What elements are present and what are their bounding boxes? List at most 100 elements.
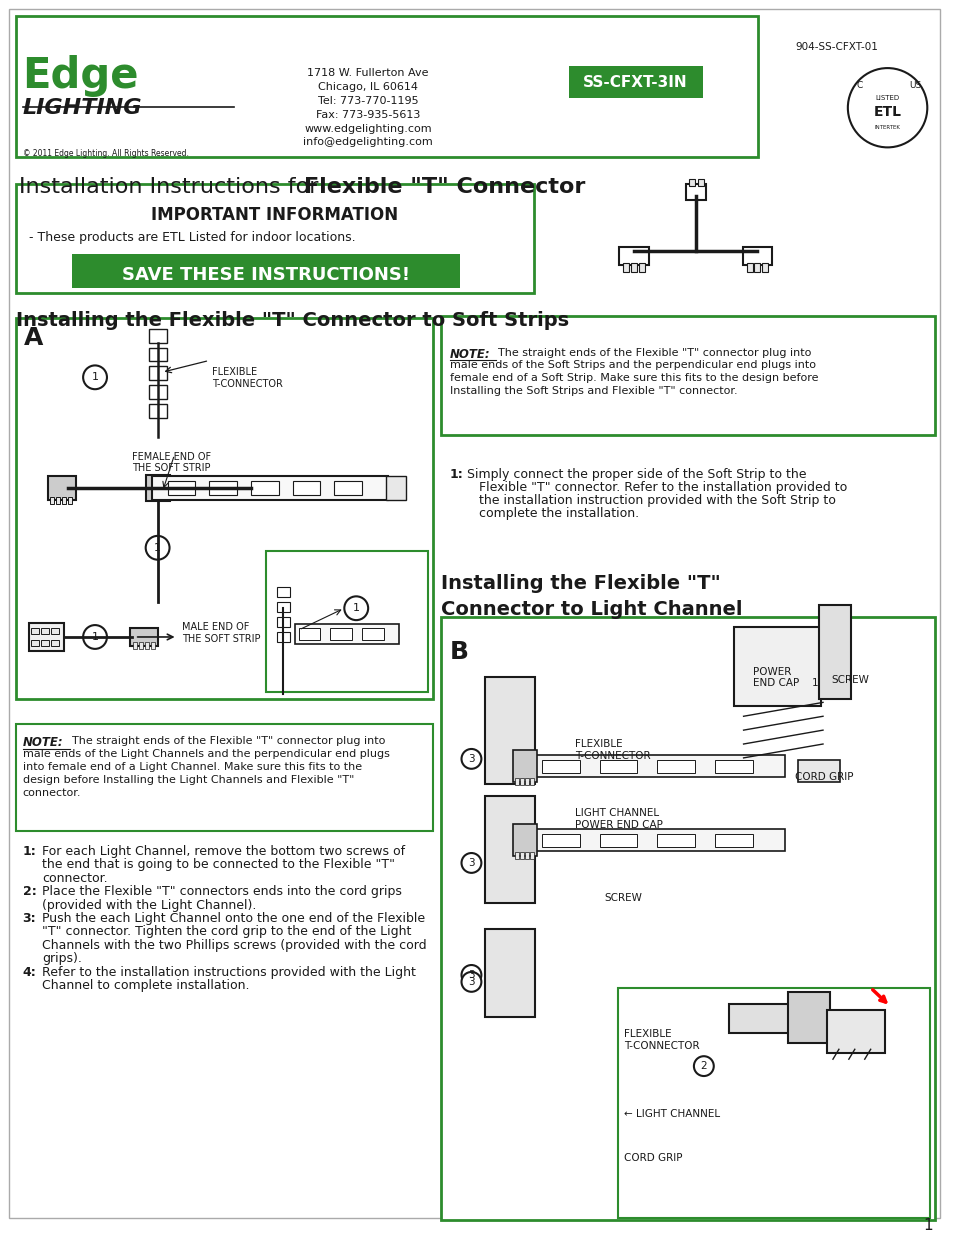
Text: www.edgelighting.com: www.edgelighting.com	[304, 124, 432, 133]
Bar	[598, 760, 637, 773]
Circle shape	[461, 748, 481, 769]
Circle shape	[461, 972, 481, 992]
Text: SCREW: SCREW	[604, 893, 641, 903]
Bar	[56, 498, 60, 504]
Text: 3: 3	[468, 977, 475, 987]
Text: LIGHTING: LIGHTING	[23, 98, 142, 117]
Text: Flexible "T" connector. Refer to the installation provided to: Flexible "T" connector. Refer to the ins…	[467, 482, 847, 494]
Bar	[741, 247, 772, 266]
Text: Refer to the installation instructions provided with the Light: Refer to the installation instructions p…	[42, 966, 416, 978]
Text: 1:: 1:	[449, 468, 463, 482]
Text: design before Installing the Light Channels and Flexible "T": design before Installing the Light Chann…	[23, 774, 354, 784]
Bar	[151, 642, 154, 648]
Circle shape	[83, 625, 107, 648]
Bar	[485, 677, 535, 784]
Bar	[515, 778, 518, 784]
Bar	[149, 385, 167, 399]
Text: 3: 3	[468, 858, 475, 868]
Bar	[826, 1010, 883, 1053]
Bar	[685, 184, 705, 200]
Bar	[31, 640, 39, 646]
Bar	[15, 184, 534, 293]
Bar	[746, 263, 752, 272]
Bar	[41, 629, 50, 634]
Bar	[362, 629, 384, 640]
Bar	[798, 760, 839, 782]
Bar	[541, 834, 579, 847]
Circle shape	[693, 1056, 713, 1076]
Text: IMPORTANT INFORMATION: IMPORTANT INFORMATION	[152, 206, 398, 224]
Text: - These products are ETL Listed for indoor locations.: - These products are ETL Listed for indo…	[29, 231, 355, 243]
Bar	[485, 930, 535, 1016]
Text: Tel: 773-770-1195: Tel: 773-770-1195	[317, 96, 418, 106]
Circle shape	[146, 536, 170, 559]
Bar	[386, 477, 405, 500]
Text: Installing the Flexible "T" Connector to Soft Strips: Installing the Flexible "T" Connector to…	[15, 311, 568, 330]
Text: The straight ends of the Flexible "T" connector plug into: The straight ends of the Flexible "T" co…	[497, 347, 811, 358]
Text: female end of a Soft Strip. Make sure this fits to the design before: female end of a Soft Strip. Make sure th…	[449, 373, 818, 383]
Text: The straight ends of the Flexible "T" connector plug into: The straight ends of the Flexible "T" co…	[72, 736, 385, 746]
Text: 2: 2	[700, 1061, 706, 1071]
Text: connector.: connector.	[42, 872, 108, 884]
Bar	[130, 629, 157, 646]
Text: Channel to complete installation.: Channel to complete installation.	[42, 979, 250, 992]
Text: (provided with the Light Channel).: (provided with the Light Channel).	[42, 899, 256, 911]
Text: For each Light Channel, remove the bottom two screws of: For each Light Channel, remove the botto…	[42, 845, 405, 858]
Text: US: US	[908, 82, 921, 90]
Text: SS-CFXT-3IN: SS-CFXT-3IN	[582, 75, 687, 90]
Text: © 2011 Edge Lighting. All Rights Reserved.: © 2011 Edge Lighting. All Rights Reserve…	[23, 149, 189, 158]
Bar	[276, 588, 290, 598]
Bar	[688, 179, 694, 186]
Text: NOTE:: NOTE:	[449, 347, 490, 361]
Bar	[513, 750, 537, 782]
Text: 1: 1	[353, 603, 359, 614]
Bar	[618, 988, 929, 1218]
Bar	[631, 263, 637, 272]
Text: 904-SS-CFXT-01: 904-SS-CFXT-01	[795, 42, 877, 52]
Bar	[698, 179, 703, 186]
Bar	[41, 640, 50, 646]
Bar	[761, 263, 767, 272]
Text: connector.: connector.	[23, 788, 81, 798]
Text: LIGHT CHANNEL
POWER END CAP: LIGHT CHANNEL POWER END CAP	[574, 809, 662, 830]
Bar	[598, 834, 637, 847]
Text: Connector to Light Channel: Connector to Light Channel	[440, 600, 741, 619]
Text: LISTED: LISTED	[875, 95, 899, 101]
Bar	[149, 347, 167, 362]
Bar	[524, 778, 529, 784]
Text: ETL: ETL	[873, 105, 901, 119]
Bar	[51, 498, 54, 504]
Text: 3:: 3:	[23, 911, 36, 925]
Bar	[515, 852, 518, 860]
Bar	[298, 629, 320, 640]
Text: B: B	[449, 640, 468, 664]
Bar	[51, 629, 59, 634]
Text: into female end of a Light Channel. Make sure this fits to the: into female end of a Light Channel. Make…	[23, 762, 361, 772]
Circle shape	[344, 597, 368, 620]
Text: 4:: 4:	[23, 966, 36, 978]
Bar	[524, 852, 529, 860]
Bar	[49, 477, 76, 500]
Text: POWER
END CAP: POWER END CAP	[753, 667, 799, 688]
Bar	[440, 316, 934, 435]
Bar	[622, 263, 629, 272]
Text: Installation Instructions for: Installation Instructions for	[18, 177, 325, 198]
Text: 1: 1	[91, 632, 98, 642]
Bar	[152, 477, 388, 500]
Bar	[530, 852, 534, 860]
Text: male ends of the Soft Strips and the perpendicular end plugs into: male ends of the Soft Strips and the per…	[449, 361, 815, 370]
Bar	[330, 629, 352, 640]
Bar	[532, 829, 784, 851]
Circle shape	[83, 366, 107, 389]
Bar	[276, 603, 290, 613]
Circle shape	[804, 673, 824, 693]
Text: the end that is going to be connected to the Flexible "T": the end that is going to be connected to…	[42, 858, 395, 872]
Bar	[335, 482, 362, 495]
Text: NOTE:: NOTE:	[23, 736, 63, 750]
Bar	[72, 254, 459, 288]
Text: 3: 3	[468, 753, 475, 764]
Text: info@edgelighting.com: info@edgelighting.com	[303, 137, 433, 147]
Bar	[714, 834, 752, 847]
Bar	[657, 834, 694, 847]
Text: 3: 3	[468, 969, 475, 979]
